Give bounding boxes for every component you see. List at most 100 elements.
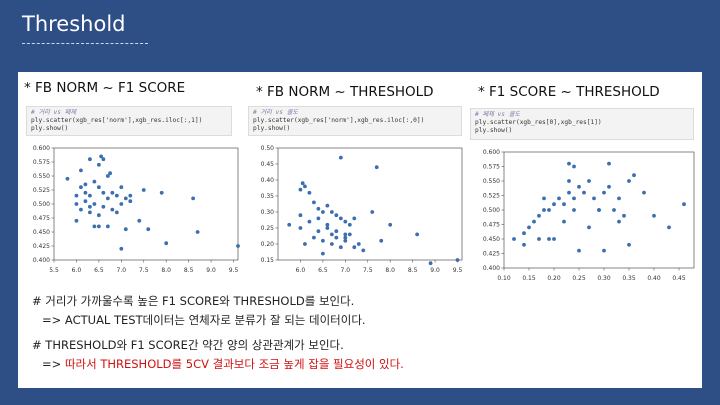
scatter-point	[622, 213, 626, 218]
x-tick-label: 0.15	[522, 275, 536, 282]
y-tick-label: 0.450	[33, 229, 50, 236]
y-tick-label: 0.550	[33, 173, 50, 180]
x-tick-label: 0.45	[672, 275, 686, 282]
plot1-code-line2: ply.show()	[31, 125, 69, 132]
slide-title: Threshold	[22, 12, 126, 36]
scatter-point	[343, 235, 348, 240]
plot2-code-cell: # 거리 vs 쿨도 ply.scatter(xgb_res['norm'],x…	[248, 106, 462, 136]
y-tick-label: 0.40	[261, 177, 275, 184]
x-tick-label: 9.5	[229, 267, 239, 274]
scatter-point	[329, 210, 334, 214]
scatter-point	[146, 227, 151, 232]
scatter-point	[312, 200, 316, 205]
scatter-point	[128, 193, 133, 198]
scatter-point	[307, 219, 312, 224]
scatter-point	[577, 248, 581, 253]
scatter-point	[316, 206, 321, 211]
scatter-point	[592, 196, 596, 201]
scatter-point	[415, 232, 420, 237]
scatter-point	[79, 185, 83, 190]
scatter-point	[105, 174, 110, 178]
scatter-point	[303, 184, 307, 189]
scatter-point	[607, 184, 611, 189]
scatter-point	[632, 173, 636, 178]
x-tick-label: 0.30	[597, 275, 611, 282]
scatter-point	[612, 208, 616, 212]
scatter-point	[298, 226, 303, 230]
plot1-code-cell: # 거리 vs 페제 ply.scatter(xgb_res['norm'],x…	[26, 106, 232, 136]
plot2-code-line2: ply.show()	[253, 125, 291, 132]
scatter-point	[83, 190, 88, 195]
scatter-point	[316, 229, 321, 234]
scatter-point	[532, 219, 536, 224]
scatter-point	[356, 242, 361, 246]
y-tick-label: 0.600	[33, 145, 50, 152]
scatter-point	[552, 202, 556, 207]
scatter-point	[572, 208, 576, 212]
x-tick-label: 7.5	[139, 267, 149, 274]
y-tick-label: 0.35	[261, 193, 275, 200]
scatter-point	[92, 202, 97, 206]
scatter-point	[329, 232, 334, 237]
scatter-point	[92, 224, 97, 229]
y-tick-label: 0.400	[33, 257, 50, 264]
scatter-point	[320, 238, 325, 243]
note-line-2: => ACTUAL TEST데이터는 연체자로 분류가 잘 되는 데이터이다.	[42, 313, 366, 327]
scatter-point	[602, 190, 606, 195]
scatter-point	[79, 168, 83, 173]
scatter-point	[537, 237, 541, 241]
scatter-point	[512, 237, 516, 241]
scatter-point	[374, 165, 379, 170]
y-tick-label: 0.500	[483, 207, 500, 214]
scatter-point	[101, 190, 106, 195]
x-tick-label: 0.40	[647, 275, 661, 282]
y-tick-label: 0.600	[483, 149, 500, 156]
scatter-point	[652, 213, 656, 218]
scatter-point	[667, 225, 671, 230]
scatter-point	[325, 226, 330, 230]
scatter-point	[338, 245, 343, 250]
content-panel: * FB NORM ~ F1 SCORE * FB NORM ~ THRESHO…	[18, 72, 702, 388]
scatter-point	[114, 210, 119, 215]
scatter-point	[547, 237, 551, 241]
scatter-point	[522, 231, 526, 236]
scatter-point	[287, 222, 292, 227]
scatter-point	[320, 251, 325, 256]
plot3-code-line2: ply.show()	[475, 127, 513, 134]
x-tick-label: 0.10	[497, 275, 511, 282]
scatter-point	[298, 213, 303, 218]
scatter-point	[307, 190, 312, 195]
scatter-point	[236, 244, 240, 248]
y-tick-label: 0.30	[261, 209, 275, 216]
scatter-point	[352, 245, 357, 250]
scatter-point	[74, 202, 79, 206]
y-tick-label: 0.500	[33, 201, 50, 208]
plot-frame	[277, 147, 463, 261]
x-tick-label: 6.5	[94, 267, 104, 274]
x-tick-label: 7.5	[363, 267, 373, 274]
scatter-point	[567, 161, 571, 166]
scatter-point	[65, 176, 70, 181]
scatter-point	[537, 213, 541, 218]
y-tick-label: 0.450	[483, 236, 500, 243]
scatter-point	[191, 196, 196, 201]
scatter-point	[101, 157, 106, 162]
scatter-point	[627, 242, 631, 247]
scatter-point	[79, 207, 83, 212]
scatter-point	[347, 232, 352, 237]
scatter-point	[617, 196, 621, 201]
scatter-chart-norm-threshold: 6.0 6.5 7.0 7.5 8.0 8.5 9.0 9.5 0.15 0.20 0.25 0.30…	[261, 145, 463, 274]
scatter-point	[195, 230, 200, 234]
plot3-code-line1: ply.scatter(xgb_res[0],xgb_res[1])	[475, 119, 602, 126]
plot3-code-cell: # 페제 vs 쿨도 ply.scatter(xgb_res[0],xgb_re…	[470, 108, 694, 140]
y-tick-label: 0.400	[483, 265, 500, 272]
scatter-point	[74, 193, 79, 198]
scatter-point	[300, 181, 305, 186]
scatter-point	[587, 225, 591, 230]
scatter-point	[682, 202, 686, 207]
scatter-point	[347, 222, 352, 227]
scatter-point	[159, 190, 164, 195]
note-line-3: # THRESHOLD와 F1 SCORE간 약간 양의 상관관계가 보인다.	[32, 338, 344, 352]
scatter-point	[119, 202, 124, 206]
plot3-code-comment: # 페제 vs 쿨도	[475, 111, 521, 118]
